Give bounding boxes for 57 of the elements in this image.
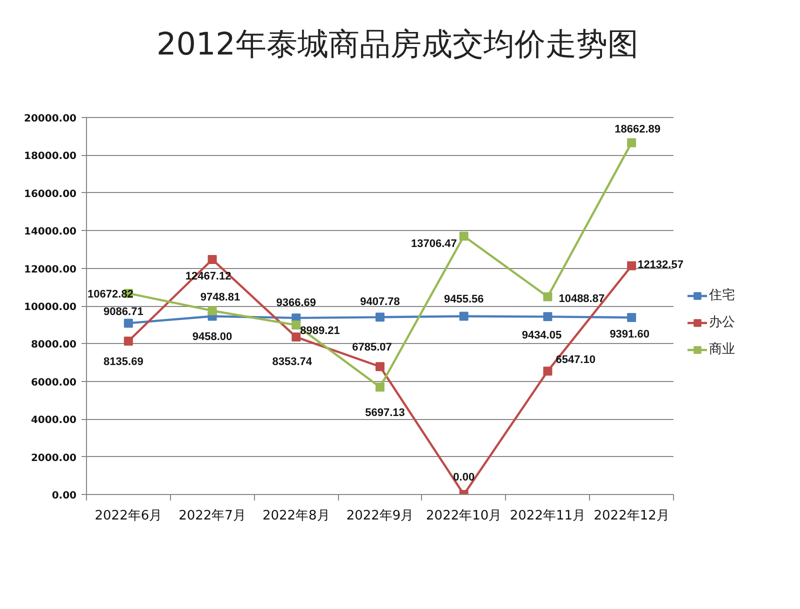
point: [543, 366, 552, 376]
x-tick-label: 2022年12月: [594, 508, 670, 524]
point: [543, 292, 552, 302]
point: [292, 320, 301, 330]
data-label: 18662.89: [614, 124, 661, 136]
y-tick-label: 14000.00: [24, 226, 77, 238]
data-label: 8353.74: [272, 356, 313, 368]
data-label: 9748.81: [200, 292, 240, 304]
point: [627, 312, 636, 322]
data-label: 9407.78: [360, 296, 400, 308]
y-tick-label: 16000.00: [24, 188, 77, 200]
point: [292, 332, 301, 342]
legend-label: 住宅: [709, 287, 735, 304]
point: [376, 312, 384, 322]
x-tick-label: 2022年9月: [346, 508, 414, 524]
data-label: 5697.13: [365, 407, 405, 420]
x-tick-label: 2022年8月: [262, 508, 330, 524]
data-label: 10488.87: [558, 292, 605, 305]
point: [124, 318, 133, 328]
data-label: 12132.57: [638, 258, 684, 271]
legend-label: 商业: [709, 341, 735, 358]
data-label: 13706.47: [410, 238, 457, 250]
data-label: 9434.05: [522, 330, 562, 342]
data-label: 8135.69: [104, 356, 144, 368]
point: [627, 261, 636, 270]
data-label: 6785.07: [352, 342, 392, 354]
y-tick-label: 20000.00: [24, 114, 77, 124]
data-label: 9086.71: [104, 306, 144, 318]
y-tick-label: 2000.00: [30, 452, 77, 464]
data-label: 9458.00: [192, 331, 232, 344]
y-tick-label: 12000.00: [24, 264, 77, 276]
legend-label: 办公: [709, 314, 735, 331]
chart-title: 2012年泰城商品房成交均价走势图: [156, 26, 638, 62]
y-tick-label: 0.00: [52, 490, 77, 502]
data-label: 9366.69: [276, 296, 316, 309]
point: [124, 336, 133, 346]
x-tick-label: 2022年7月: [178, 508, 246, 524]
x-tick-label: 2022年10月: [426, 508, 502, 524]
data-label: 9391.60: [610, 328, 650, 340]
data-label: 0.00: [453, 472, 475, 484]
point: [543, 312, 552, 322]
point: [208, 306, 217, 316]
point: [208, 254, 217, 264]
y-tick-label: 6000.00: [30, 377, 77, 388]
point: [376, 362, 384, 372]
point: [459, 312, 468, 321]
point: [376, 382, 384, 392]
point: [459, 232, 468, 241]
y-tick-label: 8000.00: [30, 340, 77, 351]
y-tick-label: 4000.00: [30, 415, 77, 426]
data-label: 9455.56: [444, 293, 484, 306]
x-tick-label: 2022年6月: [94, 508, 162, 524]
y-tick-label: 10000.00: [24, 302, 77, 313]
x-tick-label: 2022年11月: [510, 508, 586, 524]
y-tick-label: 18000.00: [24, 151, 77, 162]
point: [627, 138, 636, 148]
data-label: 6547.10: [556, 354, 596, 366]
